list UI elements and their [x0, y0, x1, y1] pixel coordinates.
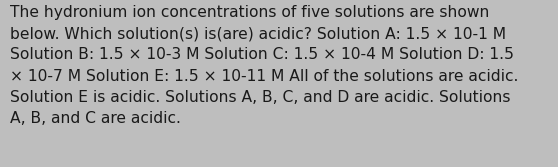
Text: The hydronium ion concentrations of five solutions are shown
below. Which soluti: The hydronium ion concentrations of five…: [10, 5, 518, 126]
